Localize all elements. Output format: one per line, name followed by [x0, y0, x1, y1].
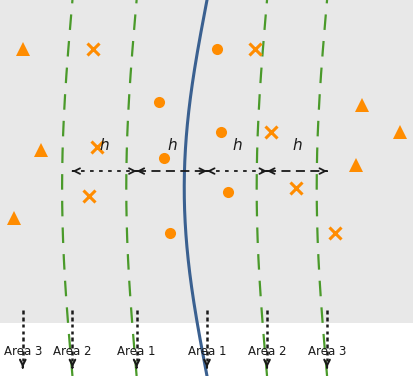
- Bar: [0, 323, 413, 376]
- Bar: [0, 0, 413, 323]
- Text: Area 1: Area 1: [117, 345, 155, 358]
- Text: Area 2: Area 2: [247, 345, 285, 358]
- Text: Area 2: Area 2: [53, 345, 91, 358]
- Text: h: h: [291, 138, 301, 153]
- Text: h: h: [100, 138, 109, 153]
- Text: Area 3: Area 3: [307, 345, 345, 358]
- Text: h: h: [231, 138, 241, 153]
- Text: Area 1: Area 1: [188, 345, 225, 358]
- Text: Area 3: Area 3: [4, 345, 42, 358]
- Text: h: h: [166, 138, 176, 153]
